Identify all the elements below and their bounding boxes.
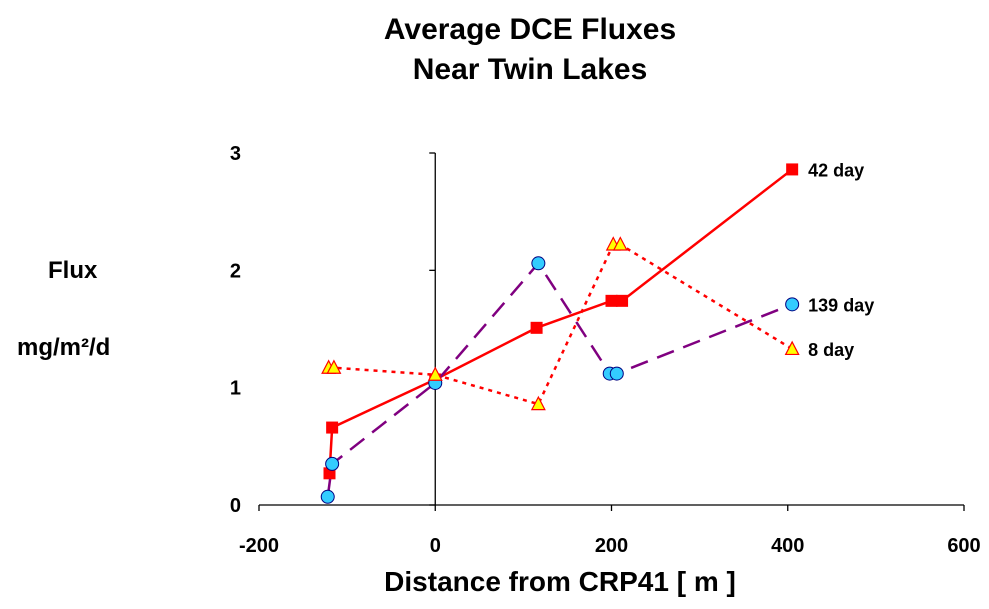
series-label: 139 day <box>808 295 874 315</box>
data-point <box>320 489 335 504</box>
data-point <box>326 359 342 374</box>
data-point <box>531 256 546 271</box>
x-tick-label: 200 <box>595 535 628 557</box>
chart-title-line2: Near Twin Lakes <box>412 53 648 86</box>
data-point <box>427 366 443 381</box>
x-tick-label: 600 <box>947 535 980 557</box>
series-8-day: 8 day <box>321 236 854 411</box>
data-point <box>609 366 624 381</box>
data-point <box>530 395 546 411</box>
y-axis-units: mg/m²/d <box>17 334 110 362</box>
x-axis-label: Distance from CRP41 [ m ] <box>384 566 736 597</box>
series-line <box>326 261 793 497</box>
data-point <box>326 421 339 434</box>
y-tick-label: 0 <box>230 495 241 517</box>
series-line <box>328 168 793 474</box>
data-point <box>785 297 800 312</box>
axes: 0 1 2 3 -200 0 200 400 600 <box>230 143 981 557</box>
y-axis-units-text: mg/m²/d <box>17 334 111 361</box>
data-point <box>530 321 543 334</box>
y-axis-label: Flux <box>48 257 98 284</box>
series-label: 42 day <box>808 160 864 180</box>
y-tick-label: 3 <box>230 143 241 165</box>
y-tick-label: 2 <box>230 260 241 282</box>
data-point <box>616 294 629 307</box>
y-tick-label: 1 <box>230 378 241 400</box>
data-point <box>612 236 628 251</box>
series-label: 8 day <box>808 340 854 360</box>
x-tick-label: 0 <box>430 535 441 557</box>
series-139-day: 139 day <box>320 256 874 504</box>
x-tick-label: -200 <box>239 535 279 557</box>
series-42-day: 42 day <box>323 160 864 480</box>
data-point <box>325 456 340 471</box>
series-line <box>328 243 793 406</box>
data-point <box>784 340 800 356</box>
series-layer: 42 day 139 day 8 day <box>320 160 874 504</box>
data-point <box>786 163 799 176</box>
chart-title-line1: Average DCE Fluxes <box>383 13 677 46</box>
x-tick-label: 400 <box>771 535 804 557</box>
data-point <box>605 294 618 307</box>
